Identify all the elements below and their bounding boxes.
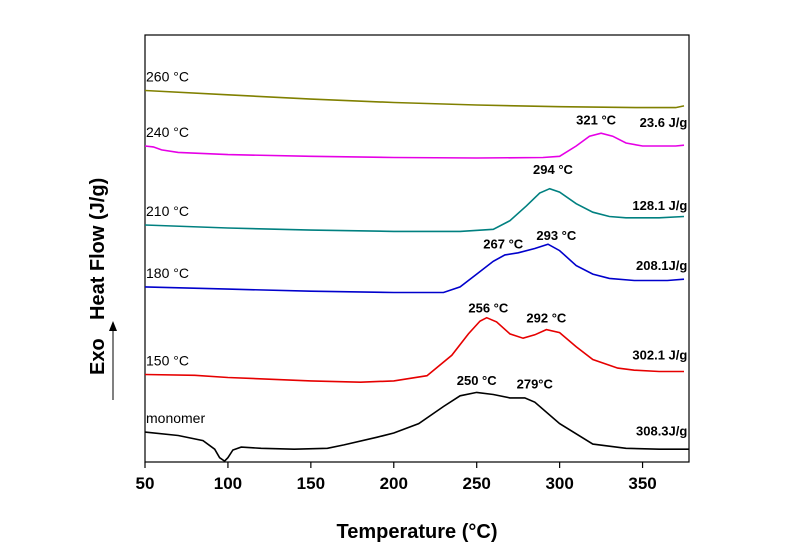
series-label: 240 °C: [146, 124, 189, 140]
annotation-label: 308.3J/g: [636, 424, 687, 439]
plot-frame: [145, 35, 689, 462]
exo-arrow-icon: [109, 321, 117, 400]
annotation-group: 321 °C 23.6 J/g 294 °C 128.1 J/g 267 °C 293 °…: [457, 113, 688, 439]
y-axis-title-group: Exo Heat Flow (J/g): [87, 178, 109, 375]
x-axis-title: Temperature (°C): [337, 521, 498, 543]
series-group: [145, 91, 689, 462]
series-line: [145, 91, 684, 108]
annotation-label: 294 °C: [533, 162, 574, 177]
series-labels: 260 °C 240 °C 210 °C 180 °C 150 °C monomer: [146, 69, 205, 427]
exo-label: Exo: [87, 338, 109, 375]
series-label: 150 °C: [146, 352, 189, 368]
annotation-label: 321 °C: [576, 113, 617, 128]
dsc-chart: 50 100 150 200 250 300 350 260 °C 240 °C 210 °C 1…: [0, 0, 800, 555]
annotation-label: 128.1 J/g: [632, 198, 687, 213]
annotation-label: 302.1 J/g: [632, 348, 687, 363]
series-line: [145, 244, 684, 292]
series-label: monomer: [146, 410, 205, 426]
series-line: [145, 392, 689, 461]
series-label: 260 °C: [146, 69, 189, 85]
annotation-label: 292 °C: [526, 310, 567, 325]
series-label: 210 °C: [146, 203, 189, 219]
annotation-label: 208.1J/g: [636, 258, 687, 273]
series-label: 180 °C: [146, 265, 189, 281]
annotation-label: 267 °C: [483, 237, 524, 252]
annotation-label: 279°C: [517, 377, 554, 392]
x-tick-label: 300: [545, 474, 573, 493]
annotation-label: 293 °C: [536, 228, 577, 243]
series-line: [145, 189, 684, 232]
x-tick-label: 50: [136, 474, 155, 493]
annotation-label: 23.6 J/g: [640, 115, 688, 130]
annotation-label: 250 °C: [457, 373, 498, 388]
x-tick-label: 100: [214, 474, 242, 493]
x-axis-ticks: 50 100 150 200 250 300 350: [136, 462, 657, 493]
x-tick-label: 200: [380, 474, 408, 493]
y-axis-title: Heat Flow (J/g): [87, 178, 109, 320]
series-line: [145, 318, 684, 383]
x-tick-label: 250: [463, 474, 491, 493]
annotation-label: 256 °C: [468, 301, 509, 316]
x-tick-label: 150: [297, 474, 325, 493]
series-line: [145, 133, 684, 158]
x-tick-label: 350: [628, 474, 656, 493]
